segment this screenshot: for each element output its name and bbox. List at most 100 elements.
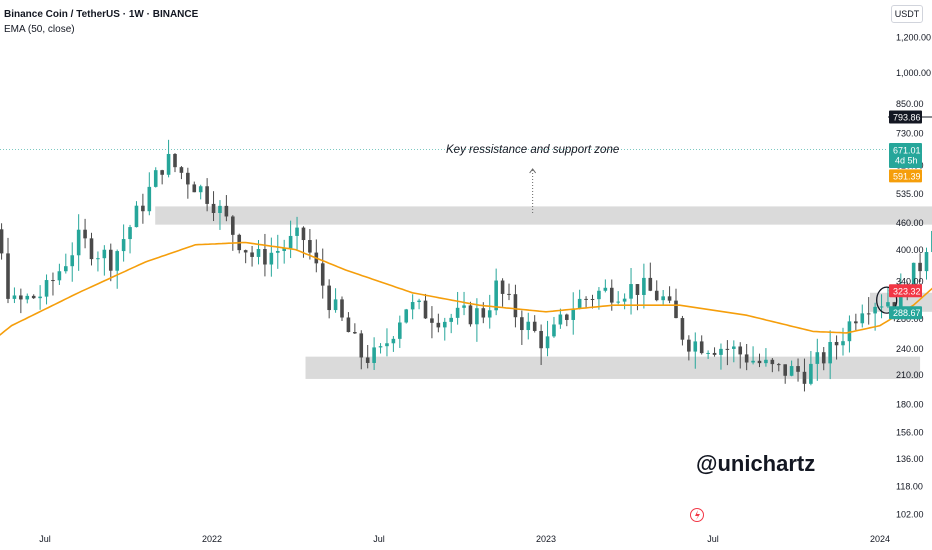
candle-body [44, 280, 49, 297]
candle-body [282, 248, 286, 251]
candle-body [423, 300, 428, 319]
currency-unit-button[interactable]: USDT [891, 5, 923, 23]
candle-body [121, 239, 126, 252]
indicator-label[interactable]: EMA (50, close) [4, 24, 75, 35]
candle-body [455, 307, 460, 318]
candle-body [847, 321, 852, 342]
green-level-badge: 288.67 [889, 306, 922, 320]
candle-body [924, 252, 929, 272]
candle-body [571, 308, 576, 320]
candle-body [475, 308, 479, 325]
candle-body [654, 290, 659, 301]
candle-body [590, 298, 595, 300]
candle-body [205, 186, 209, 204]
ath-price-badge-text: 793.86 [893, 112, 921, 122]
y-tick-label: 340.00 [896, 277, 924, 287]
candle-body [12, 295, 17, 299]
candle-body [558, 314, 563, 325]
candle-body [166, 153, 171, 175]
x-tick-label: 2024 [870, 534, 890, 544]
red-level-badge-text: 323.32 [893, 286, 921, 296]
candle-body [19, 295, 23, 300]
time-axis[interactable]: Jul2022Jul2023Jul2024Jul2025Jul2026Jul [39, 534, 932, 544]
candle-body [539, 330, 543, 349]
candle-body [873, 306, 877, 314]
candle-body [147, 186, 152, 212]
candle-body [83, 229, 87, 239]
candle-body [687, 339, 691, 352]
candle-body [719, 348, 723, 355]
y-tick-label: 460.00 [896, 218, 924, 228]
candle-body [584, 298, 588, 300]
candle-body [789, 366, 794, 376]
y-tick-label: 1,200.00 [896, 33, 931, 43]
candle-body [333, 299, 338, 311]
candle-body [365, 357, 370, 363]
candle-body [404, 309, 409, 323]
alert-bolt-icon[interactable] [690, 508, 704, 522]
candle-body [603, 287, 608, 291]
candle-body [108, 249, 113, 271]
candle-body [526, 321, 531, 331]
candle-body [809, 363, 813, 384]
y-tick-label: 210.00 [896, 370, 924, 380]
candle-body [263, 248, 267, 265]
candle-body [417, 300, 421, 303]
ema-price-badge-text: 591.39 [893, 171, 921, 181]
key-zone-arrowhead [529, 168, 537, 174]
candle-body [802, 371, 807, 384]
candle-body [231, 216, 235, 235]
candle-body [288, 235, 293, 249]
ema-price-badge-bg [889, 169, 922, 183]
candle-body [577, 298, 582, 309]
candle-body [327, 285, 331, 311]
candle-body [725, 348, 730, 350]
candle-body [500, 280, 505, 294]
candle-body [359, 333, 364, 358]
candle-body [732, 346, 736, 349]
current-price-badge-text: 671.01 [893, 145, 921, 155]
candle-body [667, 296, 672, 301]
candle-body [642, 277, 646, 295]
x-tick-label: 2022 [202, 534, 222, 544]
y-tick-label: 1,000.00 [896, 68, 931, 78]
candle-body [886, 302, 890, 307]
x-tick-label: 2023 [536, 534, 556, 544]
candle-body [841, 341, 845, 346]
candle-body [243, 250, 248, 253]
candle-body [513, 294, 518, 318]
candle-body [31, 295, 36, 299]
candle-body [372, 347, 376, 363]
candle-body [449, 317, 453, 322]
candle-body [706, 352, 710, 354]
candle-body [160, 170, 164, 175]
y-tick-label: 730.00 [896, 129, 924, 139]
candle-body [911, 262, 916, 296]
candle-body [776, 364, 781, 366]
candle-body [442, 321, 447, 328]
candle-body [487, 310, 492, 318]
candle-body [674, 300, 678, 319]
candle-body [173, 153, 177, 168]
y-tick-label: 156.00 [896, 427, 924, 437]
x-tick-label: Jul [373, 534, 385, 544]
red-level-badge: 323.32 [889, 284, 922, 298]
candle-body [918, 262, 922, 272]
candle-body [57, 271, 62, 281]
y-tick-label: 180.00 [896, 400, 924, 410]
price-axis[interactable]: 1,200.001,000.00850.00730.00620.00535.00… [889, 33, 931, 520]
ema-50-line[interactable] [0, 174, 932, 517]
candle-body [738, 346, 743, 355]
candle-body [629, 284, 633, 299]
ema-touch-circle [876, 286, 898, 314]
candle-body [102, 249, 107, 259]
candle-body [532, 321, 537, 331]
candle-body [256, 248, 261, 257]
candle-body [198, 186, 203, 193]
candle-body [436, 322, 441, 328]
candle-body [346, 317, 351, 333]
candle-body [622, 298, 627, 302]
candle-body [507, 293, 511, 295]
candle-body [192, 184, 197, 193]
